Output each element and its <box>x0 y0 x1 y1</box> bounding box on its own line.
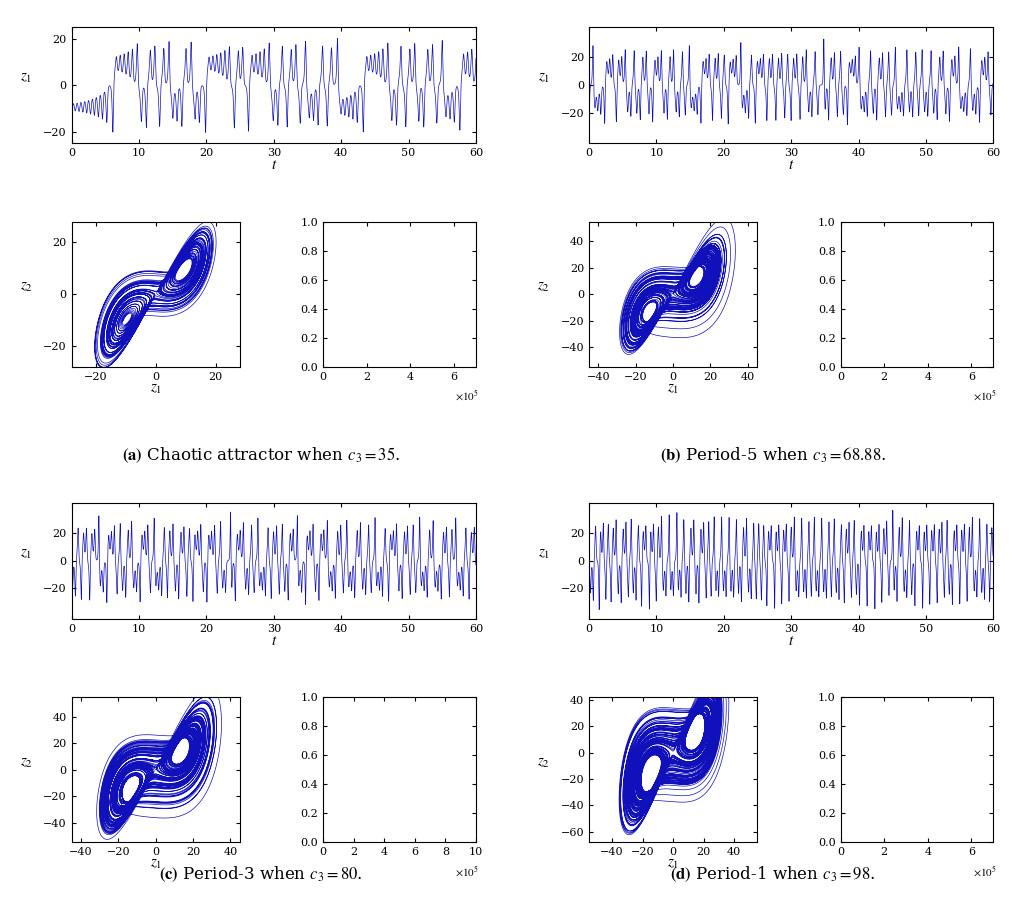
Y-axis label: $z_1$: $z_1$ <box>538 547 550 560</box>
Text: $\times 10^5$: $\times 10^5$ <box>973 864 996 878</box>
Y-axis label: $z_2$: $z_2$ <box>538 756 550 769</box>
Text: $\mathbf{(b)}$ Period-5 when $c_3 = 68.88$.: $\mathbf{(b)}$ Period-5 when $c_3 = 68.8… <box>660 445 886 465</box>
X-axis label: $z_1$: $z_1$ <box>150 382 162 396</box>
Text: $\mathbf{(d)}$ Period-1 when $c_3 = 98$.: $\mathbf{(d)}$ Period-1 when $c_3 = 98$. <box>671 864 876 884</box>
X-axis label: $z_1$: $z_1$ <box>150 857 162 871</box>
X-axis label: $z_1$: $z_1$ <box>667 382 679 396</box>
Text: $\mathbf{(a)}$ Chaotic attractor when $c_3 = 35$.: $\mathbf{(a)}$ Chaotic attractor when $c… <box>122 445 400 465</box>
X-axis label: $t$: $t$ <box>270 158 278 172</box>
Text: $\times 10^5$: $\times 10^5$ <box>973 388 996 403</box>
X-axis label: $t$: $t$ <box>270 633 278 648</box>
Y-axis label: $z_1$: $z_1$ <box>20 71 33 85</box>
Y-axis label: $z_2$: $z_2$ <box>20 756 33 769</box>
Y-axis label: $z_1$: $z_1$ <box>20 547 33 560</box>
X-axis label: $z_1$: $z_1$ <box>667 857 679 871</box>
Text: $\times 10^5$: $\times 10^5$ <box>456 864 479 878</box>
Y-axis label: $z_2$: $z_2$ <box>20 280 33 295</box>
Text: $\times 10^5$: $\times 10^5$ <box>456 388 479 403</box>
Y-axis label: $z_2$: $z_2$ <box>538 280 550 295</box>
Y-axis label: $z_1$: $z_1$ <box>538 71 550 85</box>
X-axis label: $t$: $t$ <box>787 158 795 172</box>
X-axis label: $t$: $t$ <box>787 633 795 648</box>
Text: $\mathbf{(c)}$ Period-3 when $c_3 = 80$.: $\mathbf{(c)}$ Period-3 when $c_3 = 80$. <box>160 864 362 884</box>
